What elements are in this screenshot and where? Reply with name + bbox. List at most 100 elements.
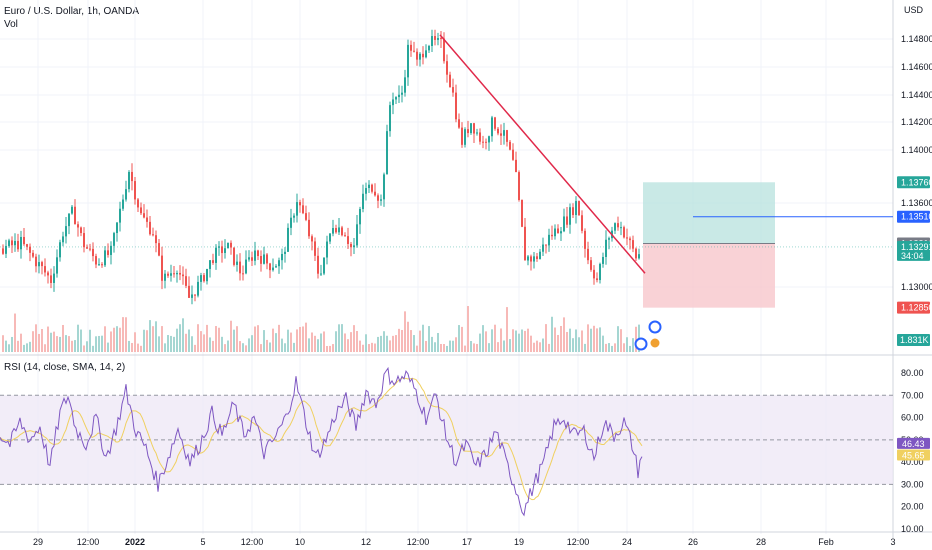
- candle-body: [563, 216, 565, 232]
- volume-bar: [17, 340, 19, 352]
- candle-body: [350, 243, 352, 248]
- volume-bar: [500, 328, 502, 352]
- candle-body: [248, 257, 250, 260]
- candle-body: [182, 274, 184, 277]
- candle-body: [80, 227, 82, 234]
- candle-body: [263, 254, 265, 264]
- volume-bar: [272, 328, 274, 352]
- candle-body: [428, 46, 430, 51]
- time-tick-label: Feb: [818, 537, 834, 547]
- candle-body: [467, 129, 469, 134]
- volume-bar: [203, 334, 205, 352]
- volume-bar: [71, 340, 73, 352]
- volume-bar: [41, 328, 43, 352]
- price-tick-label: 1.14600: [901, 62, 932, 72]
- volume-bar: [461, 326, 463, 352]
- trendline: [439, 34, 646, 274]
- volume-bar: [233, 329, 235, 352]
- candle-body: [326, 241, 328, 258]
- volume-bar: [536, 340, 538, 352]
- volume-bar: [23, 344, 25, 352]
- volume-bar: [581, 330, 583, 352]
- candle-body: [590, 260, 592, 270]
- volume-bar: [83, 345, 85, 352]
- candle-body: [275, 266, 277, 268]
- volume-bar: [128, 340, 130, 352]
- time-tick-label: 28: [756, 537, 766, 547]
- volume-bar: [65, 335, 67, 352]
- volume-bar: [158, 336, 160, 352]
- volume-bar: [425, 340, 427, 352]
- candle-body: [185, 276, 187, 286]
- volume-bar: [473, 343, 475, 352]
- volume-bar: [296, 329, 298, 352]
- candle-body: [65, 226, 67, 237]
- candle-body: [578, 201, 580, 216]
- candle-body: [518, 172, 520, 201]
- volume-bar: [584, 343, 586, 352]
- price-tick-label: 1.14000: [901, 145, 932, 155]
- volume-bar: [104, 326, 106, 352]
- candle-body: [89, 248, 91, 250]
- candle-body: [128, 171, 130, 190]
- candle-body: [188, 285, 190, 298]
- target-zone: [643, 182, 775, 244]
- candle-body: [593, 269, 595, 279]
- candle-body: [389, 105, 391, 132]
- volume-bar: [152, 326, 154, 352]
- candle-body: [164, 273, 166, 281]
- volume-bar: [185, 333, 187, 352]
- volume-bar: [8, 344, 10, 352]
- volume-bar: [518, 333, 520, 352]
- time-tick-label: 5: [200, 537, 205, 547]
- rsi-tick-label: 70.00: [901, 390, 924, 400]
- candle-body: [533, 256, 535, 262]
- candle-body: [461, 127, 463, 145]
- candle-body: [530, 256, 532, 262]
- volume-bar: [383, 331, 385, 352]
- volume-bar: [248, 338, 250, 352]
- volume-bar: [2, 335, 4, 352]
- candle-body: [161, 255, 163, 281]
- price-tag: [897, 176, 930, 189]
- volume-bar: [209, 337, 211, 352]
- volume-tag: [897, 334, 930, 346]
- price-tick-label: 1.13000: [901, 282, 932, 292]
- candle-body: [173, 273, 175, 275]
- candle-body: [233, 247, 235, 265]
- volume-bar: [302, 326, 304, 352]
- candle-body: [494, 117, 496, 129]
- candle-body: [191, 294, 193, 298]
- currency-label[interactable]: USD: [904, 5, 924, 15]
- volume-bar: [533, 342, 535, 352]
- volume-bar: [305, 322, 307, 352]
- candle-body: [125, 189, 127, 200]
- volume-bar: [419, 330, 421, 352]
- candle-body: [236, 261, 238, 265]
- candle-body: [623, 227, 625, 238]
- candle-body: [197, 281, 199, 296]
- candle-body: [362, 193, 364, 210]
- volume-bar: [434, 342, 436, 352]
- candle-body: [179, 272, 181, 275]
- time-tick-label: 12:00: [241, 537, 264, 547]
- volume-bar: [392, 335, 394, 352]
- candle-body: [629, 238, 631, 241]
- candle-body: [377, 195, 379, 201]
- volume-bar: [170, 335, 172, 352]
- candle-body: [155, 235, 157, 244]
- candle-body: [119, 208, 121, 223]
- candle-body: [536, 256, 538, 259]
- price-tag-label: 1.12850: [901, 303, 932, 313]
- volume-bar: [608, 343, 610, 352]
- candle-body: [116, 222, 118, 234]
- candle-body: [512, 149, 514, 160]
- candle-body: [545, 244, 547, 246]
- candle-body: [284, 251, 286, 254]
- volume-bar: [35, 324, 37, 352]
- volume-bar: [416, 345, 418, 352]
- volume-bar: [449, 340, 451, 352]
- volume-bar: [428, 326, 430, 352]
- candle-body: [293, 215, 295, 218]
